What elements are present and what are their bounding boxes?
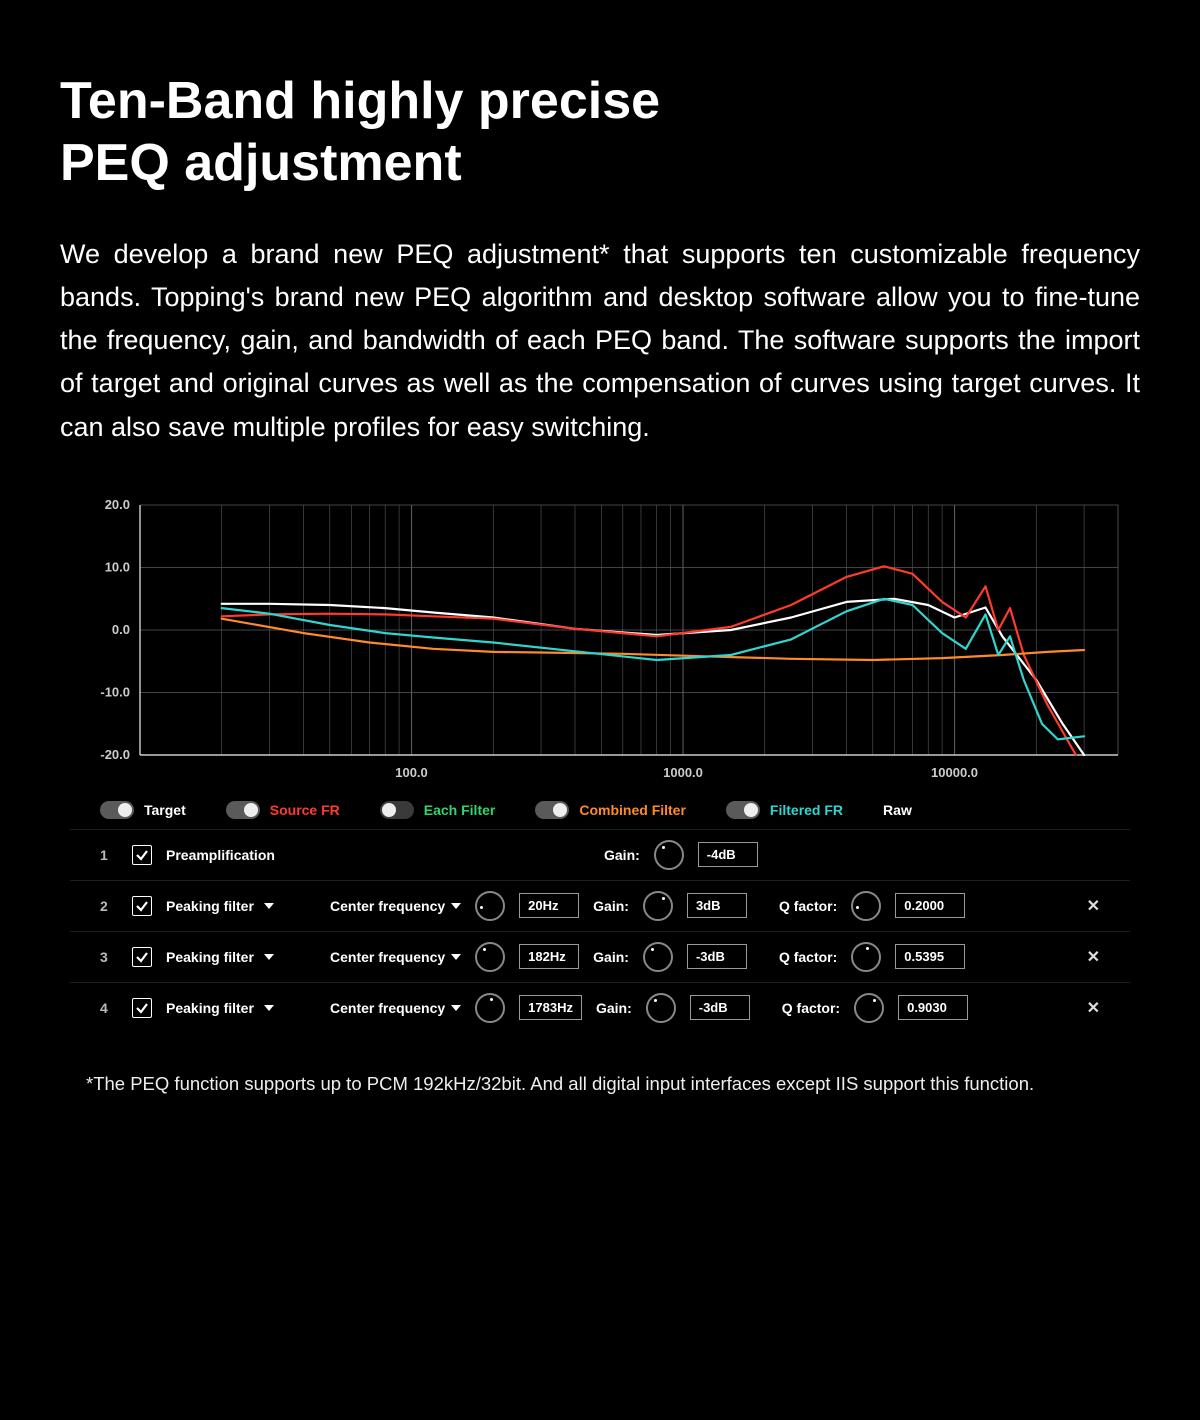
peq-panel: 20.010.00.0-10.0-20.0100.01000.010000.0 … [70,491,1130,1033]
row-number: 3 [100,949,118,965]
q-value[interactable]: 0.5395 [895,944,965,969]
row-number: 1 [100,847,118,863]
q-factor-label: Q factor: [779,949,837,965]
legend-label: Combined Filter [579,802,686,818]
row-number: 2 [100,898,118,914]
svg-text:10.0: 10.0 [105,559,130,574]
remove-row-icon[interactable]: ✕ [1087,896,1100,916]
svg-text:20.0: 20.0 [105,497,130,512]
dropdown-caret-icon[interactable] [451,1004,461,1012]
q-knob[interactable] [851,891,881,921]
gain-knob[interactable] [643,891,673,921]
q-knob[interactable] [851,942,881,972]
filter-rows: 1 Preamplification Gain: -4dB 2 Peaking filte… [70,829,1130,1033]
svg-text:10000.0: 10000.0 [931,765,978,780]
page-title: Ten-Band highly precisePEQ adjustment [60,70,1140,195]
q-factor-label: Q factor: [779,898,837,914]
legend-toggle[interactable] [380,801,414,819]
row-enable-checkbox[interactable] [132,845,152,865]
filter-row: 2 Peaking filter Center frequency 20Hz Gain… [70,880,1130,931]
dropdown-caret-icon[interactable] [264,953,274,961]
dropdown-caret-icon[interactable] [451,953,461,961]
dropdown-caret-icon[interactable] [264,902,274,910]
gain-knob[interactable] [643,942,673,972]
filter-type-label: Preamplification [166,847,275,863]
legend-item: Target [100,801,186,819]
legend-row: Target Source FR Each Filter Combined Filte… [70,791,1130,825]
svg-text:100.0: 100.0 [395,765,428,780]
filter-type[interactable]: Peaking filter [166,1000,316,1016]
remove-row-icon[interactable]: ✕ [1087,947,1100,967]
gain-knob[interactable] [654,840,684,870]
legend-item: Raw [883,802,912,818]
frequency-value[interactable]: 182Hz [519,944,579,969]
q-knob[interactable] [854,993,884,1023]
row-enable-checkbox[interactable] [132,947,152,967]
row-enable-checkbox[interactable] [132,896,152,916]
row-number: 4 [100,1000,118,1016]
legend-toggle[interactable] [100,801,134,819]
frequency-knob[interactable] [475,993,505,1023]
dropdown-caret-icon[interactable] [264,1004,274,1012]
frequency-knob[interactable] [475,891,505,921]
row-enable-checkbox[interactable] [132,998,152,1018]
legend-toggle[interactable] [535,801,569,819]
filter-type: Preamplification [166,847,316,863]
legend-toggle[interactable] [726,801,760,819]
legend-item: Filtered FR [726,801,843,819]
legend-label: Source FR [270,802,340,818]
legend-item: Source FR [226,801,340,819]
filter-type-label: Peaking filter [166,949,254,965]
filter-type-label: Peaking filter [166,898,254,914]
legend-label: Target [144,802,186,818]
legend-item: Each Filter [380,801,496,819]
q-value[interactable]: 0.2000 [895,893,965,918]
gain-value[interactable]: -4dB [698,842,758,867]
legend-label: Raw [883,802,912,818]
svg-text:0.0: 0.0 [112,622,130,637]
gain-value[interactable]: 3dB [687,893,747,918]
gain-value[interactable]: -3dB [687,944,747,969]
gain-knob[interactable] [646,993,676,1023]
center-frequency-label[interactable]: Center frequency [330,898,461,914]
filter-row: 4 Peaking filter Center frequency 1783Hz Ga… [70,982,1130,1033]
filter-row: 1 Preamplification Gain: -4dB [70,829,1130,880]
svg-text:1000.0: 1000.0 [663,765,703,780]
svg-text:-10.0: -10.0 [100,684,130,699]
description-text: We develop a brand new PEQ adjustment* t… [60,233,1140,449]
peq-chart: 20.0 10.0 0.0 -10.0 -20.0 100.0 1000.0 10000.0 [70,491,1130,791]
center-frequency-label[interactable]: Center frequency [330,949,461,965]
remove-row-icon[interactable]: ✕ [1087,998,1100,1018]
frequency-knob[interactable] [475,942,505,972]
gain-label: Gain: [593,898,629,914]
legend-label: Each Filter [424,802,496,818]
filter-row: 3 Peaking filter Center frequency 182Hz Gai… [70,931,1130,982]
filter-type[interactable]: Peaking filter [166,949,316,965]
svg-text:-20.0: -20.0 [100,747,130,762]
footnote-text: *The PEQ function supports up to PCM 192… [60,1073,1140,1095]
filter-type-label: Peaking filter [166,1000,254,1016]
legend-label: Filtered FR [770,802,843,818]
frequency-value[interactable]: 20Hz [519,893,579,918]
filter-type[interactable]: Peaking filter [166,898,316,914]
legend-toggle[interactable] [226,801,260,819]
frequency-value[interactable]: 1783Hz [519,995,582,1020]
gain-label: Gain: [596,1000,632,1016]
q-value[interactable]: 0.9030 [898,995,968,1020]
gain-label: Gain: [593,949,629,965]
dropdown-caret-icon[interactable] [451,902,461,910]
center-frequency-label[interactable]: Center frequency [330,1000,461,1016]
gain-label: Gain: [604,847,640,863]
legend-item: Combined Filter [535,801,686,819]
q-factor-label: Q factor: [782,1000,840,1016]
gain-value[interactable]: -3dB [690,995,750,1020]
